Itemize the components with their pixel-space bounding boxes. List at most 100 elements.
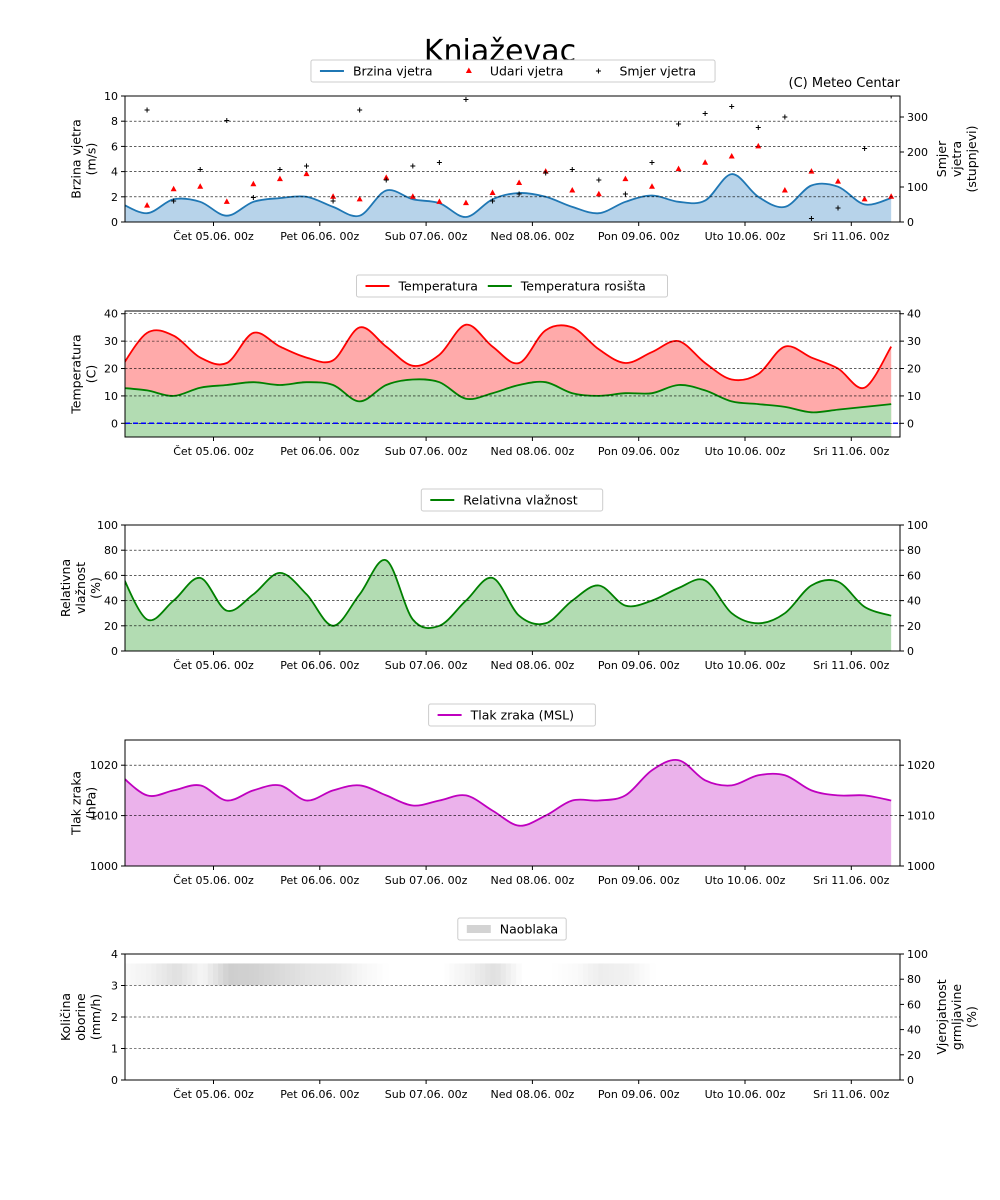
cloud-cell <box>593 963 599 986</box>
y-tick-label: 80 <box>104 544 118 557</box>
cloud-cell <box>608 963 615 986</box>
legend-label: Smjer vjetra <box>619 64 696 79</box>
direction-point <box>835 205 841 211</box>
gust-point <box>489 189 496 196</box>
plot-area-wind <box>117 96 895 222</box>
cloud-cell <box>326 963 332 986</box>
x-tick-label: Sri 11.06. 00z <box>813 230 890 243</box>
cloud-cell <box>582 963 589 986</box>
y-tick-label: 0 <box>111 645 118 658</box>
x-tick-label: Ned 08.06. 00z <box>491 1088 575 1101</box>
y-tick-label: 8 <box>111 115 118 128</box>
legend-box <box>428 703 596 727</box>
cloud-cell <box>618 963 625 986</box>
series-area <box>125 379 892 437</box>
cloud-cell <box>248 963 255 986</box>
y-right-tick-label: 0 <box>907 1074 914 1087</box>
x-tick-label: Sri 11.06. 00z <box>813 874 890 887</box>
cloud-cell <box>197 963 204 986</box>
y-right-tick-label: 1000 <box>907 860 935 873</box>
y-tick-label: 3 <box>111 980 118 993</box>
direction-point <box>888 96 894 99</box>
y-right-tick-label: 30 <box>907 335 921 348</box>
gust-point <box>702 159 709 165</box>
y-right-tick-label: 80 <box>907 973 921 986</box>
direction-point <box>357 107 363 113</box>
gust-point <box>622 175 629 182</box>
gust-point <box>436 198 443 204</box>
cloud-cell <box>141 963 147 986</box>
direction-point <box>490 198 496 204</box>
x-tick-label: Sub 07.06. 00z <box>385 659 468 672</box>
direction-point <box>197 167 203 172</box>
series-area <box>125 174 892 222</box>
gust-point <box>356 195 363 202</box>
cloud-cell <box>459 963 466 986</box>
panel-pressure: 1000 1010 1020 1000 1010 1020 Čet 05.06. 00z Pe… <box>69 703 935 887</box>
cloud-cell <box>464 963 471 986</box>
legend-marker <box>465 67 472 73</box>
cloud-cell <box>130 963 137 986</box>
direction-point <box>596 177 602 183</box>
gust-point <box>861 195 868 202</box>
y-axis-label: Brzina vjetra(m/s) <box>69 119 99 199</box>
legend-box <box>457 917 567 941</box>
plot-frame <box>124 524 901 652</box>
cloud-cell <box>254 963 260 986</box>
cloud-cell <box>557 963 563 986</box>
cloud-cell <box>454 963 461 986</box>
cloud-cell <box>516 963 522 986</box>
gust-point <box>276 175 283 182</box>
y-tick-label: 4 <box>111 948 118 961</box>
cloud-cell <box>500 963 507 986</box>
cloud-cell <box>243 963 250 986</box>
y-tick-label: 0 <box>111 1074 118 1087</box>
gust-point <box>409 193 416 199</box>
cloud-cell <box>331 963 337 986</box>
y-tick-label: 4 <box>111 166 118 179</box>
cloud-cell <box>146 963 152 986</box>
plot-area-humidity <box>125 559 892 651</box>
legend-box <box>310 59 716 83</box>
x-tick-label: Ned 08.06. 00z <box>491 659 575 672</box>
cloud-cell <box>182 963 188 986</box>
cloud-cell <box>156 963 163 986</box>
direction-point <box>250 195 256 200</box>
x-tick-label: Uto 10.06. 00z <box>705 1088 786 1101</box>
legend-label: Udari vjetra <box>490 64 564 79</box>
cloud-cell <box>320 963 327 986</box>
cloud-cell <box>372 963 379 986</box>
cloud-cell <box>259 963 265 986</box>
legend-label: Relativna vlažnost <box>463 493 577 508</box>
cloud-cell <box>269 963 276 986</box>
gust-point <box>835 178 842 184</box>
gust-point <box>117 193 123 199</box>
series-line <box>125 323 892 390</box>
direction-point <box>569 167 575 172</box>
cloud-cell <box>485 963 492 986</box>
y-axis-label: Tlak zraka(hPa) <box>69 771 99 836</box>
cloud-cell <box>290 963 296 986</box>
y-right-tick-label: 20 <box>907 620 921 633</box>
direction-point <box>755 125 761 130</box>
legend-marker <box>466 925 491 933</box>
x-tick-label: Pon 09.06. 00z <box>598 874 680 887</box>
series-line <box>125 378 892 414</box>
legend-label: Brzina vjetra <box>353 64 433 79</box>
y-tick-label: 6 <box>111 140 118 153</box>
gust-point <box>516 179 523 185</box>
cloud-cell <box>228 963 235 986</box>
y-right-tick-label: 100 <box>907 519 928 532</box>
cloud-cell <box>505 963 512 986</box>
cloud-cell <box>346 963 353 986</box>
y-right-axis-label: Vjerojatnostgrmljavine(%) <box>934 979 979 1054</box>
cloud-cell <box>598 963 605 986</box>
x-tick-label: Čet 05.06. 00z <box>173 230 254 243</box>
cloud-cell <box>644 963 651 986</box>
cloud-cell <box>166 963 173 986</box>
cloud-cell <box>377 963 384 986</box>
legend-label: Temperatura <box>398 279 478 294</box>
cloud-cell <box>151 963 158 986</box>
direction-point <box>622 191 628 197</box>
direction-point <box>543 170 549 176</box>
